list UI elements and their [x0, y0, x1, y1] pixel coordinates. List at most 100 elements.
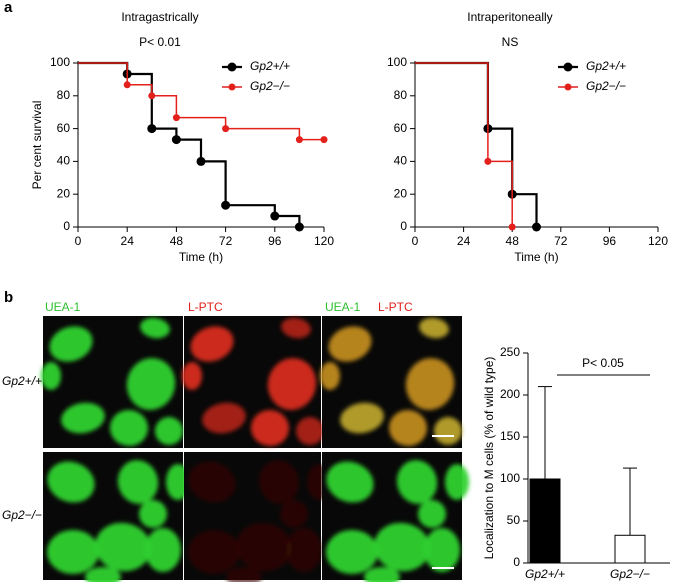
x-tick-label: 48 [506, 234, 520, 248]
survival-point [221, 200, 231, 210]
y-tick-label: 60 [57, 121, 71, 135]
x-tick-label: 0 [75, 234, 82, 248]
legend-marker [227, 62, 237, 72]
legend-label: Gp2+/+ [250, 59, 290, 73]
x-tick-label: 96 [603, 234, 617, 248]
cells [41, 317, 183, 447]
y-tick-label: 50 [507, 513, 521, 527]
chart-title: Intraperitoneally [467, 10, 552, 24]
survival-line [415, 61, 538, 227]
cell [267, 358, 317, 410]
cell [418, 500, 446, 528]
y-tick-label: 100 [50, 55, 70, 69]
y-tick-label: 40 [394, 154, 408, 168]
y-tick-label: 100 [500, 471, 520, 485]
cell [155, 417, 183, 445]
cell [117, 460, 159, 504]
x-tick-label: Gp2+/+ [525, 567, 565, 581]
x-tick-label: 72 [219, 234, 233, 248]
cell [258, 460, 300, 504]
chart-subtitle: NS [502, 35, 519, 49]
survival-point [508, 223, 516, 231]
y-tick-label: 250 [500, 345, 520, 359]
survival-point [148, 92, 156, 100]
cell [139, 500, 167, 528]
cell [424, 528, 460, 572]
survival-point [270, 211, 280, 221]
survival-point [123, 81, 131, 89]
y-tick-label: 80 [394, 88, 408, 102]
cell [286, 528, 322, 572]
legend-label: Gp2−/− [586, 79, 626, 93]
survival-point [196, 156, 206, 166]
cell [445, 464, 469, 500]
cell [374, 522, 430, 572]
y-tick-label: 0 [400, 219, 407, 233]
cell [236, 522, 292, 572]
column-label: UEA-1 [325, 300, 361, 314]
cell [145, 528, 181, 572]
cells [188, 460, 331, 582]
cell [188, 461, 236, 503]
cell [326, 530, 378, 574]
y-axis-label: Localization to M cells (% of wild type) [482, 357, 496, 560]
legend-label: Gp2+/+ [586, 59, 626, 73]
legend-marker [228, 83, 236, 91]
cell [41, 362, 61, 390]
cell [434, 417, 462, 445]
cell [396, 460, 438, 504]
panel-label: a [4, 0, 13, 16]
y-tick-label: 60 [394, 121, 408, 135]
y-tick-label: 80 [57, 88, 71, 102]
column-label: L-PTC [188, 300, 223, 314]
y-tick-label: 20 [394, 186, 408, 200]
cell [182, 362, 202, 390]
x-tick-label: 0 [412, 234, 419, 248]
x-tick-label: Gp2−/− [610, 567, 650, 581]
cell [47, 530, 99, 574]
cells [326, 460, 469, 582]
cell [126, 358, 176, 410]
x-tick-label: 72 [554, 234, 568, 248]
cell [188, 530, 240, 574]
survival-point [295, 136, 303, 144]
micrograph [184, 452, 331, 582]
survival-point [294, 222, 304, 232]
x-tick-label: 48 [170, 234, 184, 248]
y-tick-label: 40 [57, 154, 71, 168]
cell [328, 326, 372, 362]
cells [320, 317, 462, 447]
cell [405, 358, 455, 410]
cell [389, 409, 427, 447]
cell [61, 402, 105, 434]
x-axis-label: Time (h) [179, 250, 223, 264]
x-tick-label: 120 [648, 234, 668, 248]
legend-label: Gp2−/− [250, 79, 290, 93]
y-axis-label: Per cent survival [30, 101, 44, 190]
survival-point [172, 114, 180, 122]
x-tick-label: 96 [268, 234, 282, 248]
row-label: Gp2−/− [2, 508, 42, 522]
cell [364, 567, 400, 582]
cell [95, 522, 151, 572]
survival-point [147, 124, 157, 134]
y-tick-label: 100 [387, 55, 407, 69]
cell [202, 402, 246, 434]
survival-line [415, 62, 513, 227]
legend-marker [564, 83, 572, 91]
chart-subtitle: P< 0.01 [139, 35, 181, 49]
survival-point [484, 157, 492, 165]
cell [320, 362, 340, 390]
y-tick-label: 150 [500, 429, 520, 443]
cell [110, 409, 148, 447]
cells [182, 317, 324, 447]
cell [419, 317, 449, 339]
row-label: Gp2+/+ [2, 374, 42, 388]
survival-point [171, 135, 181, 145]
y-tick-label: 200 [500, 387, 520, 401]
survival-line [78, 62, 324, 141]
cell [226, 567, 262, 582]
survival-point [532, 222, 541, 232]
micrograph [320, 316, 462, 448]
x-axis-label: Time (h) [514, 250, 558, 264]
